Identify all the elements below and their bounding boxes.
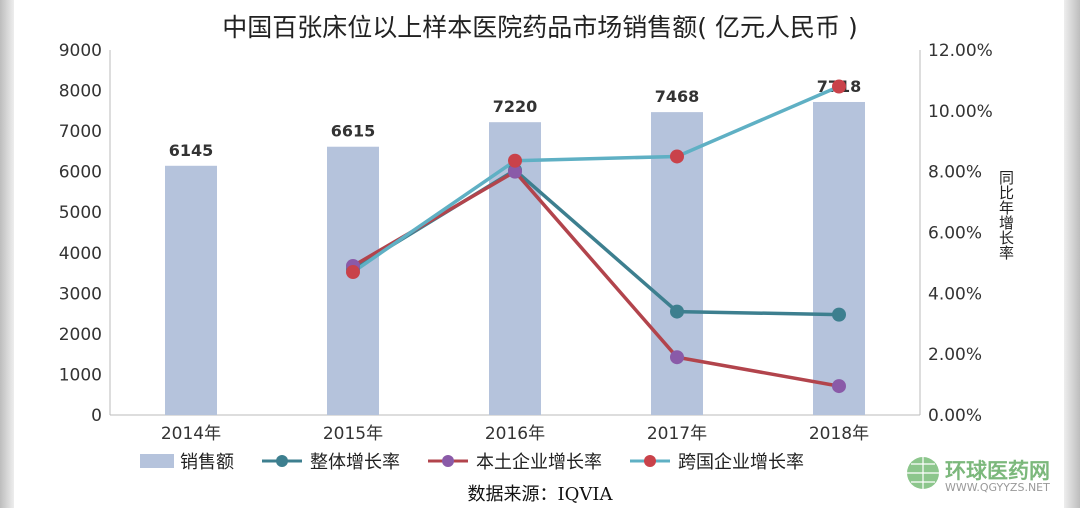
watermark-logo: 环球医药网 WWW.QGYYZS.NET: [905, 455, 1050, 495]
bar-data-label: 6615: [331, 122, 376, 141]
page-edge-right: [1064, 0, 1080, 508]
bar-data-label: 7220: [493, 97, 538, 116]
series-point: [508, 164, 522, 179]
bar: [327, 146, 379, 415]
right-tick-label: 4.00%: [928, 284, 982, 304]
series-point: [346, 265, 360, 280]
left-tick-label: 0: [91, 406, 102, 426]
left-tick-label: 4000: [59, 244, 102, 264]
legend-swatch-bar: [140, 454, 174, 468]
bar: [165, 165, 217, 415]
x-tick-label: 2014年: [161, 424, 221, 444]
bar-data-label: 7468: [655, 87, 700, 106]
legend: 销售额 整体增长率 本土企业增长率 跨国企业增长率: [140, 448, 804, 474]
legend-swatch-line: [428, 455, 468, 467]
series-point: [832, 79, 846, 94]
x-tick-label: 2016年: [485, 424, 545, 444]
legend-item-sales: 销售额: [140, 448, 234, 474]
legend-item-domestic: 本土企业增长率: [426, 448, 602, 474]
legend-item-overall: 整体增长率: [260, 448, 400, 474]
left-tick-label: 1000: [59, 365, 102, 385]
chart-title: 中国百张床位以上样本医院药品市场销售额( 亿元人民币 ): [222, 13, 858, 42]
series-line: [352, 167, 840, 317]
right-tick-label: 2.00%: [928, 345, 982, 365]
watermark-name: 环球医药网: [945, 459, 1050, 483]
left-tick-label: 3000: [59, 284, 102, 304]
left-tick-label: 6000: [59, 163, 102, 183]
series-point: [508, 153, 522, 168]
bar-data-label: 6145: [169, 141, 214, 160]
globe-icon: [907, 457, 939, 489]
right-tick-label: 12.00%: [928, 41, 993, 61]
left-tick-label: 7000: [59, 122, 102, 142]
series-point: [670, 304, 684, 319]
legend-swatch-line: [262, 455, 302, 467]
legend-swatch-line: [630, 455, 670, 467]
series-line: [352, 84, 840, 274]
legend-label: 跨国企业增长率: [678, 452, 804, 473]
page-edge-left: [0, 0, 14, 508]
legend-label: 整体增长率: [310, 452, 400, 473]
right-tick-label: 10.00%: [928, 102, 993, 122]
right-axis-label: 同比年增长率: [997, 170, 1015, 260]
series-point: [832, 307, 846, 322]
series-point: [832, 379, 846, 394]
legend-label: 本土企业增长率: [476, 452, 602, 473]
left-tick-label: 9000: [59, 41, 102, 61]
left-tick-label: 8000: [59, 82, 102, 102]
source-note: 数据来源：IQVIA: [467, 484, 613, 505]
left-tick-label: 2000: [59, 325, 102, 345]
series-point: [670, 149, 684, 164]
watermark-url: WWW.QGYYZS.NET: [945, 481, 1050, 494]
right-tick-label: 8.00%: [928, 163, 982, 183]
right-tick-label: 0.00%: [928, 406, 982, 426]
series-line: [352, 169, 840, 388]
x-tick-label: 2017年: [647, 424, 707, 444]
bar: [813, 101, 865, 416]
series-point: [670, 350, 684, 365]
left-tick-label: 5000: [59, 203, 102, 223]
legend-item-multinational: 跨国企业增长率: [628, 448, 804, 474]
x-tick-label: 2018年: [809, 424, 869, 444]
x-tick-label: 2015年: [323, 424, 383, 444]
right-tick-label: 6.00%: [928, 224, 982, 244]
legend-label: 销售额: [180, 452, 234, 473]
